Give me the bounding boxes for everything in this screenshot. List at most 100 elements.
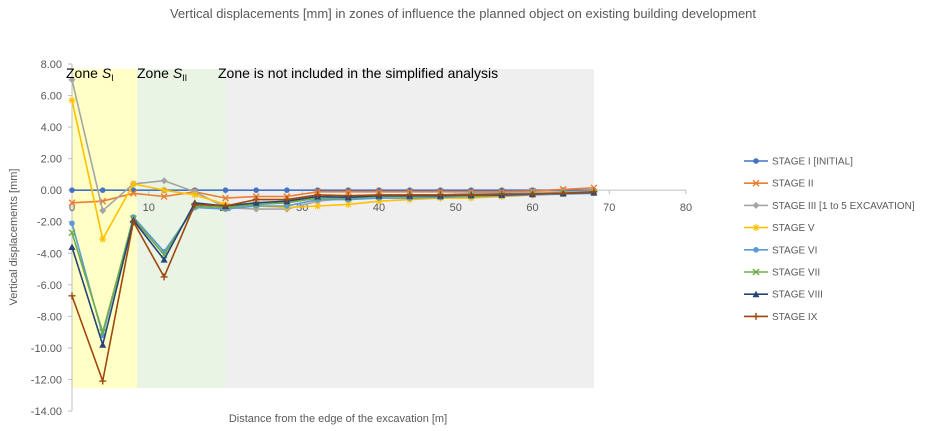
series-8-point bbox=[68, 292, 76, 300]
series-4-point bbox=[344, 200, 352, 208]
x-tick-label: 40 bbox=[373, 202, 385, 214]
legend-swatch-marker bbox=[752, 268, 760, 276]
series-8-point bbox=[375, 191, 383, 199]
y-tick-label: -8.00 bbox=[37, 311, 62, 323]
series-8-point bbox=[467, 191, 475, 199]
legend-label: STAGE IX bbox=[772, 312, 818, 323]
y-tick-label: -12.00 bbox=[31, 374, 62, 386]
x-tick-label: 60 bbox=[526, 202, 538, 214]
series-2-point bbox=[160, 192, 168, 200]
series-3-point bbox=[99, 207, 107, 215]
series-8 bbox=[68, 188, 598, 385]
y-tick-label: -14.00 bbox=[31, 406, 62, 418]
series-8-point bbox=[191, 200, 199, 208]
zone-2-label: Zone SII bbox=[137, 65, 187, 83]
series-2-line bbox=[71, 187, 594, 204]
legend-item-6: STAGE VII bbox=[744, 268, 820, 279]
x-tick-label: 80 bbox=[680, 202, 692, 214]
series-7-point bbox=[68, 243, 76, 250]
legend-swatch-marker bbox=[752, 224, 760, 232]
series-8-point bbox=[559, 189, 567, 197]
y-tick-label: 8.00 bbox=[41, 59, 62, 71]
y-tick-label: 2.00 bbox=[41, 154, 62, 166]
y-tick-label: 4.00 bbox=[41, 122, 62, 134]
y-axis-title: Vertical displacements [mm] bbox=[8, 169, 20, 306]
y-tick-label: -2.00 bbox=[37, 217, 62, 229]
series-8-point bbox=[436, 191, 444, 199]
y-tick-label: 6.00 bbox=[41, 91, 62, 103]
series-2-point bbox=[344, 188, 352, 196]
legend-swatch-marker bbox=[752, 312, 760, 320]
series-3-point bbox=[160, 177, 168, 185]
legend-label: STAGE II bbox=[772, 179, 814, 190]
y-tick-label: -10.00 bbox=[31, 343, 62, 355]
x-axis-title: Distance from the edge of the excavation… bbox=[229, 413, 447, 425]
series-1-point bbox=[99, 187, 106, 193]
series-6-point bbox=[68, 229, 76, 237]
legend-label: STAGE VIII bbox=[772, 290, 823, 301]
legend-swatch-marker bbox=[753, 158, 759, 164]
legend-item-7: STAGE VIII bbox=[744, 290, 823, 301]
series-7-point bbox=[160, 256, 168, 263]
legend-item-2: STAGE II bbox=[744, 179, 814, 190]
legend-item-4: STAGE V bbox=[744, 223, 815, 234]
series-5-point bbox=[69, 220, 75, 227]
chart-title: Vertical displacements [mm] in zones of … bbox=[170, 6, 756, 21]
series-2-point bbox=[222, 194, 229, 202]
legend-label: STAGE I [INITIAL] bbox=[772, 157, 853, 168]
series-4-point bbox=[68, 96, 76, 104]
legend-swatch-marker bbox=[752, 179, 760, 187]
series-1-point bbox=[253, 187, 259, 193]
series-8-point bbox=[283, 196, 291, 204]
series-8-point bbox=[99, 377, 107, 385]
y-tick-label: -4.00 bbox=[37, 248, 62, 260]
series-4-point bbox=[191, 191, 199, 199]
x-tick-label: 70 bbox=[603, 202, 615, 214]
series-8-point bbox=[498, 190, 506, 198]
series-4-point bbox=[99, 235, 107, 243]
series-1-point bbox=[284, 187, 290, 193]
series-3-point bbox=[68, 76, 76, 84]
series-8-point bbox=[529, 190, 536, 198]
series-2-point bbox=[68, 199, 76, 207]
zone-labels-layer: Zone SI Zone SII Zone is not included in t… bbox=[66, 65, 498, 83]
series-4-point bbox=[129, 180, 137, 188]
series-8-point bbox=[222, 202, 229, 210]
legend-swatch-marker bbox=[753, 247, 759, 253]
legend-label: STAGE V bbox=[772, 223, 815, 234]
series-8-point bbox=[160, 273, 168, 281]
series-1-point bbox=[222, 187, 229, 193]
series-layer bbox=[68, 76, 598, 385]
x-tick-label: 50 bbox=[450, 202, 462, 214]
series-8-point bbox=[406, 191, 414, 199]
series-7-point bbox=[99, 341, 107, 348]
legend-item-3: STAGE III [1 to 5 EXCAVATION] bbox=[744, 201, 915, 212]
series-1-point bbox=[69, 187, 75, 193]
series-8-point bbox=[314, 191, 322, 199]
zones-layer bbox=[72, 69, 594, 388]
axes-layer: 8.00 6.00 4.00 2.00 0.00 -2.00 -4.00 -6.00 -8.00… bbox=[31, 59, 692, 418]
x-tick-label: 0 bbox=[69, 202, 75, 214]
series-4-point bbox=[314, 202, 322, 210]
series-8-point bbox=[590, 188, 598, 196]
legend-item-1: STAGE I [INITIAL] bbox=[744, 157, 853, 168]
x-tick-label: 10 bbox=[143, 202, 155, 214]
series-8-point bbox=[129, 218, 137, 226]
legend-item-5: STAGE VI bbox=[744, 245, 817, 256]
series-4-point bbox=[375, 197, 383, 205]
legend-label: STAGE VI bbox=[772, 245, 817, 256]
legend-label: STAGE III [1 to 5 EXCAVATION] bbox=[772, 201, 915, 212]
zone-3-label: Zone is not included in the simplified a… bbox=[218, 65, 498, 81]
zone-3-background bbox=[225, 69, 594, 388]
series-2-point bbox=[129, 189, 137, 197]
series-8-point bbox=[252, 196, 260, 204]
legend-label: STAGE VII bbox=[772, 268, 820, 279]
legend-swatch-marker bbox=[752, 201, 760, 209]
legend: STAGE I [INITIAL] STAGE II STAGE III [1 to… bbox=[744, 157, 915, 323]
y-tick-label: 0.00 bbox=[41, 185, 62, 197]
zone-1-label: Zone SI bbox=[66, 65, 114, 83]
series-8-point bbox=[344, 192, 352, 200]
legend-swatch-marker bbox=[752, 290, 760, 298]
series-4-point bbox=[160, 186, 168, 194]
